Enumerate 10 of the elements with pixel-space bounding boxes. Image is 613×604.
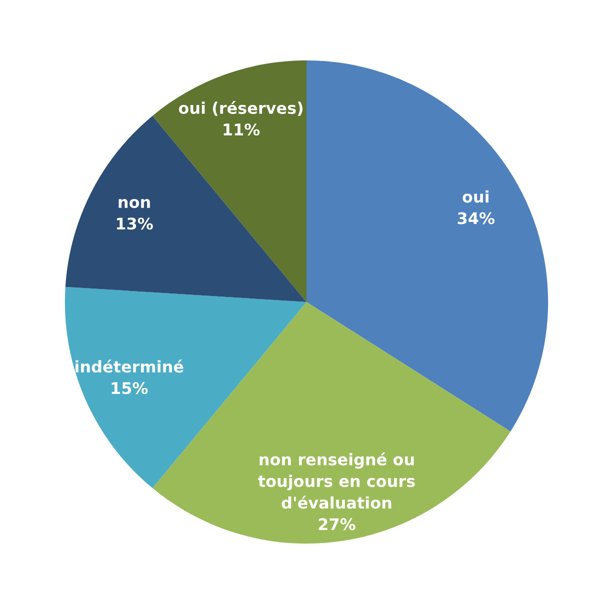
data-label: 34%: [458, 212, 494, 224]
data-label: 27%: [318, 518, 356, 530]
data-label: 13%: [116, 218, 153, 230]
slice-label: oui: [462, 190, 488, 203]
slice-label: non: [118, 198, 150, 208]
slice-label: indéterminé: [76, 360, 184, 373]
slice-label: oui (réserves): [178, 101, 302, 116]
data-label: 15%: [112, 382, 148, 394]
slice-label: non renseigné ou toujours en cours d'évaluation: [258, 452, 415, 509]
data-label: 11%: [224, 123, 260, 136]
